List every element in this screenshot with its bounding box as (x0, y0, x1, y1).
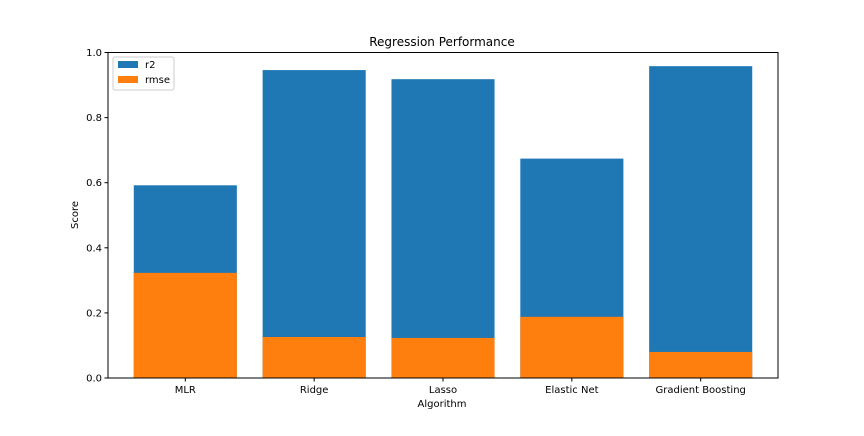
y-tick-label: 0.4 (86, 243, 102, 254)
y-tick-label: 0.8 (86, 113, 102, 124)
bar-rmse-lasso (391, 337, 495, 378)
legend: r2 rmse (112, 56, 175, 91)
y-tick-label: 0.0 (86, 374, 102, 385)
x-tick-label: Elastic Net (545, 385, 598, 396)
bar-r2-gradient-boosting (649, 66, 753, 379)
bar-rmse-elastic-net (520, 316, 624, 378)
legend-swatch-r2 (118, 61, 138, 68)
x-tick-label: Ridge (300, 385, 329, 396)
legend-label-r2: r2 (145, 60, 155, 71)
bars-layer (133, 66, 753, 379)
bar-r2-ridge (262, 70, 366, 378)
x-tick-label: Gradient Boosting (655, 385, 745, 396)
axes-layer: MLR Ridge Lasso Elastic Net Gradient Boostin… (86, 48, 746, 396)
legend-swatch-rmse (118, 76, 138, 83)
y-tick-label: 0.2 (86, 308, 102, 319)
chart-title: Regression Performance (369, 35, 515, 49)
bar-rmse-mlr (133, 272, 237, 378)
y-tick-label: 1.0 (86, 48, 102, 59)
bar-rmse-gradient-boosting (649, 351, 753, 378)
plot-frame (107, 52, 779, 379)
bar-rmse-ridge (262, 336, 366, 378)
legend-label-rmse: rmse (145, 75, 170, 86)
x-tick-label: MLR (175, 385, 196, 396)
x-tick-label: Lasso (429, 385, 457, 396)
bar-r2-lasso (391, 79, 495, 378)
y-axis-label: Score (70, 201, 81, 229)
x-axis-label: Algorithm (418, 399, 467, 410)
y-tick-label: 0.6 (86, 178, 102, 189)
